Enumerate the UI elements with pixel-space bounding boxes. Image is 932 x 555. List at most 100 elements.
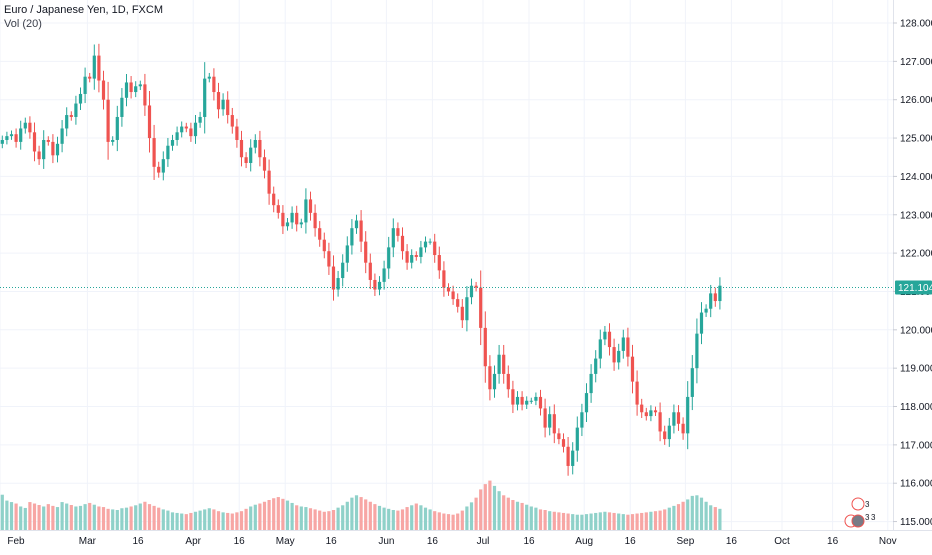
candle-body	[410, 255, 414, 263]
price-axis[interactable]: 128.000 127.000 126.000 125.000 124.000 123.0…	[893, 19, 932, 529]
time-axis[interactable]: Feb Mar 16 Apr 16 May 16 Jun 16 Jul 16 Aug 16 Sep 16 Oc…	[7, 536, 896, 547]
candle-body	[244, 157, 248, 163]
volume-bar	[617, 513, 621, 530]
price-tick-label: 118.000	[900, 402, 932, 413]
volume-bar	[561, 512, 566, 530]
volume-bar	[345, 501, 349, 530]
event-marker-icon[interactable]	[851, 497, 865, 511]
volume-bar	[19, 506, 23, 530]
volume-bar	[313, 509, 317, 530]
candle-body	[626, 337, 630, 357]
candle-body	[97, 55, 101, 81]
candle-body	[23, 122, 27, 129]
volume-bar	[442, 513, 446, 530]
candle-body	[120, 97, 124, 117]
candle-body	[88, 76, 92, 79]
volume-bar	[221, 512, 225, 530]
volume-bar	[626, 514, 630, 530]
time-tick-label: Apr	[185, 536, 201, 547]
candle-body	[525, 400, 529, 405]
volume-bar	[28, 502, 32, 530]
candle-body	[0, 139, 4, 144]
price-tick-label: 127.000	[900, 57, 932, 68]
volume-bar	[9, 502, 14, 530]
candle-body	[327, 251, 331, 267]
volume-bar	[226, 512, 230, 530]
price-tick-label: 117.000	[900, 440, 932, 451]
volume-bar	[437, 512, 441, 530]
candle-body	[203, 78, 207, 117]
volume-bar	[598, 512, 602, 530]
volume-bar	[180, 513, 184, 530]
candle-body	[594, 358, 598, 374]
volume-bar	[198, 510, 202, 530]
symbol-legend[interactable]: Euro / Japanese Yen, 1D, FXCM	[4, 4, 163, 16]
candle-body	[32, 132, 37, 152]
time-tick-label: Feb	[7, 536, 25, 547]
candles	[0, 43, 722, 476]
candle-body	[276, 205, 280, 213]
candle-body	[322, 239, 326, 252]
candle-body	[299, 222, 303, 225]
candle-body	[115, 116, 119, 140]
candle-body	[226, 99, 230, 116]
event-markers[interactable]: 3 3 3	[844, 497, 876, 528]
candle-body	[649, 410, 653, 417]
candle-body	[520, 396, 524, 405]
volume-bar	[97, 506, 101, 530]
volume-bar	[502, 495, 506, 530]
volume-bar	[584, 514, 589, 530]
candle-body	[9, 134, 14, 137]
volume-bar	[704, 501, 708, 530]
volume-bar	[203, 509, 207, 530]
candle-body	[230, 115, 234, 127]
time-tick-label: 16	[726, 536, 738, 547]
volume-bar	[566, 513, 570, 530]
candle-body	[42, 139, 46, 160]
volume-bar	[603, 511, 607, 530]
event-marker-icon[interactable]	[851, 514, 865, 528]
candle-body	[428, 241, 432, 243]
volume-bar	[621, 514, 625, 530]
volume-bar	[690, 495, 694, 530]
candle-body	[308, 199, 313, 213]
candle-body	[598, 339, 602, 359]
volume-bar	[230, 513, 234, 530]
candle-body	[511, 389, 515, 405]
volume-bar	[686, 499, 690, 530]
volume-bar	[410, 505, 414, 530]
volume-bar	[423, 507, 428, 530]
volume-bar	[515, 501, 520, 530]
volume-bar	[460, 510, 464, 530]
volume-bar	[428, 509, 432, 530]
volume-bar	[571, 514, 575, 530]
candle-body	[157, 166, 161, 173]
event-marker-count: 3	[871, 513, 876, 522]
candle-body	[515, 396, 520, 405]
candle-body	[566, 446, 570, 466]
volume-bar	[32, 503, 37, 530]
candle-body	[129, 82, 133, 93]
volume-bar	[405, 507, 409, 530]
candle-body	[672, 412, 676, 426]
price-tick-label: 124.000	[900, 172, 932, 183]
volume-bar	[456, 513, 460, 530]
volume-bars	[0, 480, 722, 530]
candle-body	[373, 279, 377, 290]
last-price-badge	[895, 280, 932, 295]
volume-bar	[552, 511, 556, 530]
time-tick-label: 16	[625, 536, 637, 547]
time-tick-label: 16	[234, 536, 246, 547]
volume-bar	[212, 509, 216, 530]
volume-bar	[152, 505, 156, 530]
candle-body	[143, 84, 147, 106]
volume-legend[interactable]: Vol (20)	[4, 18, 42, 30]
time-tick-label: Sep	[677, 536, 695, 547]
volume-bar	[267, 500, 271, 530]
volume-bar	[147, 504, 152, 530]
volume-bar	[207, 508, 211, 530]
candle-body	[318, 228, 322, 240]
candle-body	[479, 287, 483, 328]
